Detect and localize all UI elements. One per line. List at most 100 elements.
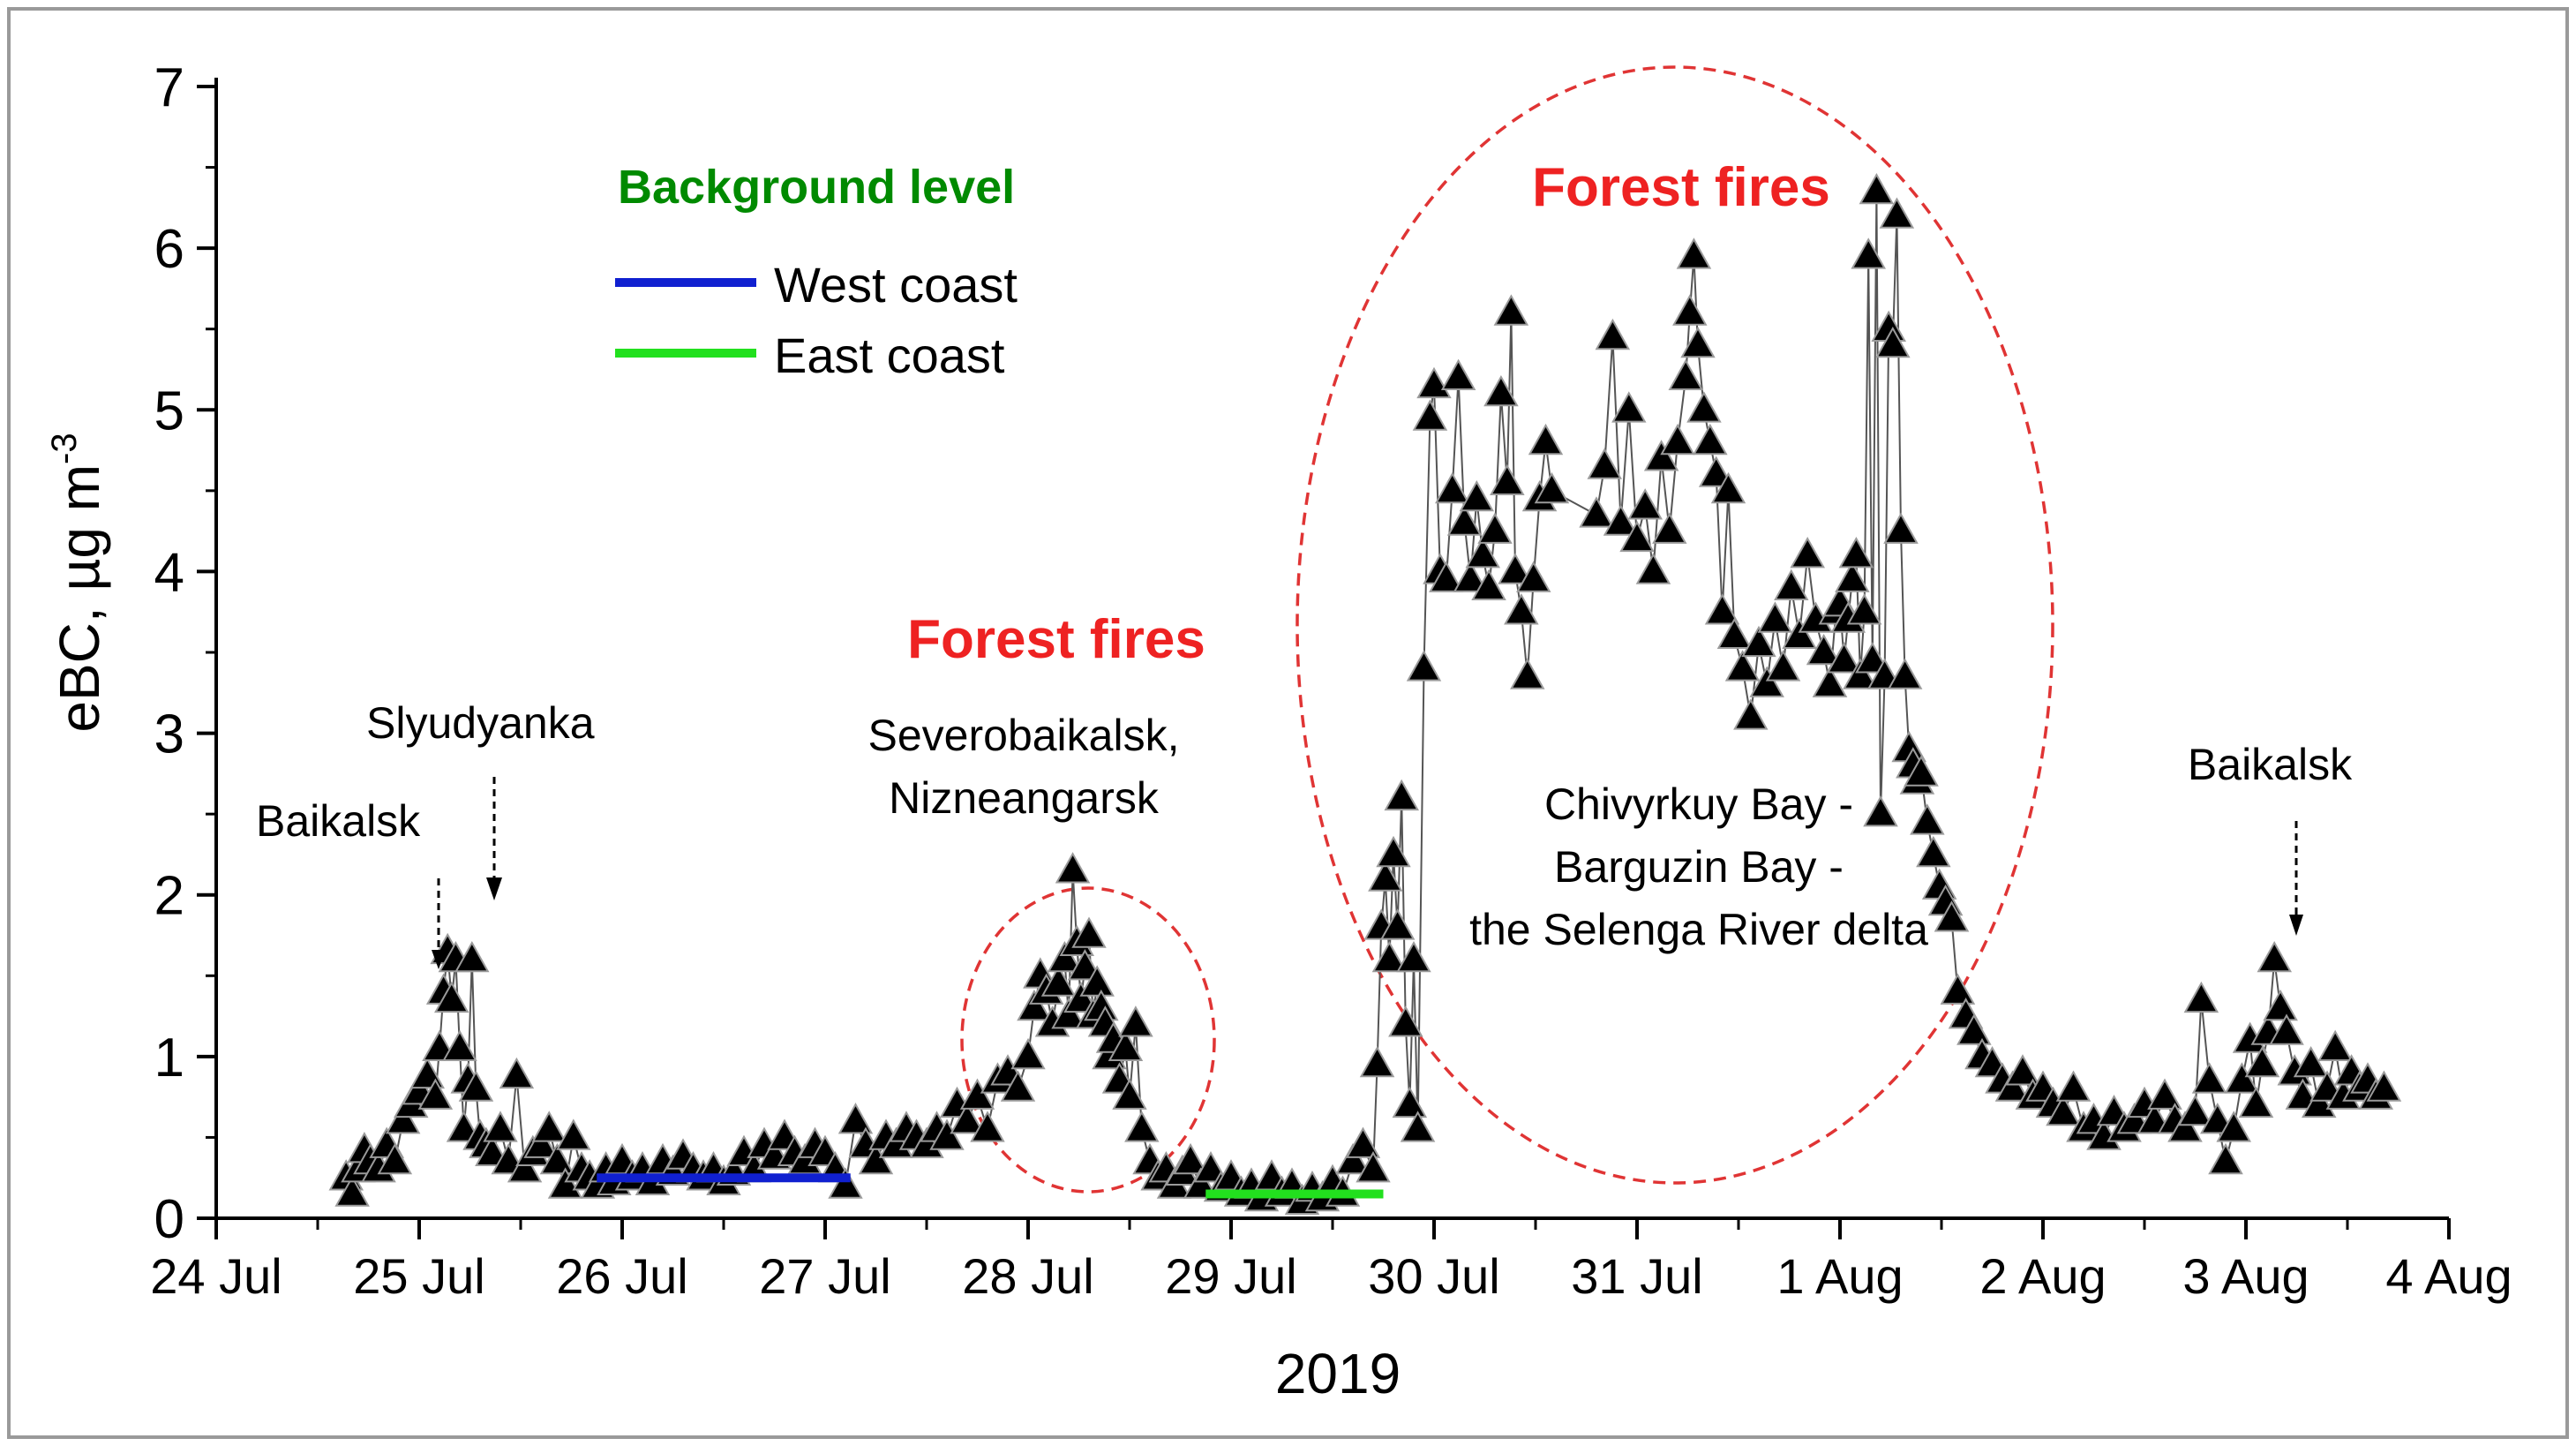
data-point-marker [1904, 755, 1939, 787]
data-point-marker [1173, 1142, 1208, 1175]
data-point-marker [377, 1142, 413, 1175]
data-point-marker [1595, 318, 1631, 350]
x-tick-label: 24 Jul [150, 1248, 282, 1304]
data-point-marker [1017, 989, 1052, 1021]
data-point-marker [458, 1070, 494, 1102]
data-point-marker [1118, 1005, 1153, 1037]
legend-label-east: East coast [774, 328, 1005, 383]
data-point-marker [1063, 981, 1099, 1013]
data-point-marker [1851, 237, 1887, 269]
legend-title: Background level [618, 161, 1015, 214]
data-point-marker [858, 1142, 894, 1175]
data-point-marker [1412, 399, 1448, 431]
data-point-marker [454, 940, 490, 973]
y-tick-label: 1 [154, 1028, 184, 1088]
data-point-marker [1603, 504, 1639, 536]
legend-label-west: West coast [774, 257, 1018, 313]
data-point-marker [556, 1118, 591, 1150]
data-point-marker [1749, 666, 1784, 697]
y-tick-label: 6 [154, 219, 184, 280]
data-point-marker [1994, 1070, 2031, 1102]
annotation-baikalsk-right-arrowhead [2289, 915, 2303, 936]
annotation-chivyrkuy-line3: the Selenga River delta [1469, 905, 1928, 954]
data-point-marker [1940, 973, 1976, 1005]
annotation-severobaikalsk-line2: Nizneangarsk [889, 773, 1160, 823]
data-point-marker [1643, 440, 1679, 471]
data-point-marker [2177, 1094, 2213, 1126]
x-tick-label: 27 Jul [759, 1248, 890, 1304]
data-point-marker [1806, 633, 1842, 666]
data-point-marker [1668, 358, 1704, 390]
data-point-marker [1400, 1111, 1436, 1142]
data-point-marker [1359, 1045, 1395, 1078]
x-tick-label: 29 Jul [1165, 1248, 1296, 1304]
data-point-marker [2301, 1086, 2337, 1118]
annotation-forest-fires-1: Forest fires [907, 609, 1205, 670]
data-point-marker [828, 1167, 863, 1199]
data-point-marker [2147, 1078, 2182, 1110]
annotation-severobaikalsk-line1: Severobaikalsk, [868, 711, 1180, 760]
y-axis: 0 1 2 3 4 5 6 7 [154, 57, 218, 1250]
y-tick-label: 2 [154, 866, 184, 927]
data-point-marker [1477, 512, 1513, 544]
annotation-baikalsk-right: Baikalsk [2188, 740, 2353, 789]
data-point-marker [2183, 981, 2219, 1013]
data-point-marker [1108, 1029, 1144, 1061]
x-tick-label: 1 Aug [1776, 1248, 1903, 1304]
x-tick-label: 3 Aug [2182, 1248, 2309, 1304]
data-point-marker [1396, 940, 1431, 973]
data-point-marker [1627, 488, 1664, 520]
data-point-marker [1055, 852, 1091, 884]
data-point-marker [1635, 553, 1671, 584]
data-point-marker [1619, 520, 1655, 553]
annotations: Forest fires Forest fires Baikalsk Slyud… [256, 157, 2353, 969]
data-point-marker [1875, 326, 1911, 358]
data-point-marker [1587, 448, 1623, 479]
data-point-marker [1741, 625, 1776, 658]
data-point-marker [1040, 965, 1077, 997]
data-point-marker [2263, 989, 2298, 1021]
y-tick-label: 7 [154, 57, 184, 118]
data-point-marker [1000, 1070, 1036, 1102]
data-point-marker [1392, 1086, 1428, 1118]
data-point-marker [2238, 1086, 2274, 1118]
data-point-marker [1067, 949, 1103, 981]
data-point-marker [1124, 1111, 1160, 1142]
y-tick-label: 4 [154, 542, 184, 603]
data-point-marker [1838, 537, 1874, 569]
x-tick-label: 25 Jul [353, 1248, 484, 1304]
data-point-marker [483, 1111, 518, 1142]
data-point-marker [1710, 471, 1746, 504]
data-point-marker [1465, 537, 1501, 569]
data-point-marker [1368, 860, 1403, 892]
legend: Background level West coast East coast [615, 161, 1018, 383]
data-point-marker [1883, 512, 1919, 544]
data-point-marker [837, 1103, 874, 1134]
data-point-marker [1112, 1078, 1147, 1110]
data-point-marker [2055, 1070, 2092, 1102]
data-point-marker [1376, 835, 1411, 868]
data-point-marker [2167, 1111, 2203, 1142]
data-point-marker [2224, 1062, 2260, 1094]
x-tick-label: 4 Aug [2385, 1248, 2512, 1304]
data-point-marker [1686, 391, 1722, 423]
data-point-marker [1879, 197, 1915, 229]
data-point-marker [417, 1078, 454, 1110]
x-tick-label: 26 Jul [556, 1248, 687, 1304]
annotation-slyudyanka: Slyudyanka [366, 698, 595, 748]
data-point-marker [1446, 504, 1483, 536]
data-point-marker [499, 1057, 535, 1089]
data-point-marker [334, 1175, 370, 1207]
data-point-marker [1504, 593, 1539, 625]
data-point-marker [1416, 366, 1452, 399]
annotation-slyudyanka-arrowhead [486, 877, 502, 900]
annotation-baikalsk-left: Baikalsk [256, 796, 421, 846]
data-point-marker [1846, 593, 1882, 625]
background-level-lines [597, 1173, 1384, 1199]
annotation-forest-fires-2: Forest fires [1532, 157, 1830, 218]
data-point-marker [1498, 553, 1533, 584]
data-point-marker [1733, 698, 1769, 730]
data-point-marker [1859, 172, 1895, 205]
data-point-marker [1483, 374, 1519, 407]
data-point-marker [1493, 294, 1529, 326]
